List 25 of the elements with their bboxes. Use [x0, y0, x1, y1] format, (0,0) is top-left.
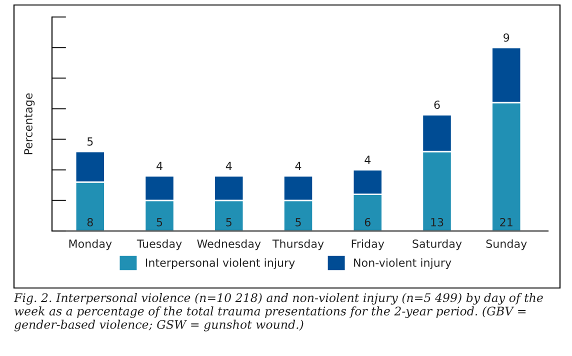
data-label: 4: [226, 162, 232, 170]
data-label: 4: [156, 162, 162, 170]
data-label: 21: [500, 218, 512, 226]
data-label: 4: [364, 156, 371, 164]
data-label: 5: [296, 218, 301, 226]
data-label: 13: [431, 218, 444, 226]
y-axis-title: Percentage: [24, 93, 35, 154]
caption: Fig. 2. Interpersonal violence (n=10 218) and non-violent injury (n=5 499) by day of the week as a percentage of the total trauma presentations for the 2-year period. (GBV = gender-based violence; GSW = gunshot wound.): [14, 293, 543, 332]
data-label: 6: [364, 218, 370, 226]
data-label: 6: [434, 100, 440, 110]
x-tick-label: Monday: [69, 239, 112, 250]
x-tick-label: Tuesday: [136, 239, 182, 250]
data-label: 4: [295, 162, 302, 170]
data-label: 5: [226, 218, 232, 226]
x-tick-label: Wednesday: [197, 239, 261, 250]
legend-label: Interpersonal violent injury: [146, 258, 295, 270]
legend-label: Non-violent injury: [354, 258, 452, 270]
x-tick-label: Sunday: [486, 239, 527, 250]
data-label: 8: [87, 218, 93, 226]
data-label: 5: [156, 218, 162, 226]
data-label: 9: [504, 33, 510, 42]
x-tick-label: Friday: [352, 239, 384, 250]
x-tick-label: Saturday: [412, 239, 462, 250]
data-label: 5: [87, 137, 93, 146]
x-tick-label: Thursday: [272, 239, 324, 250]
